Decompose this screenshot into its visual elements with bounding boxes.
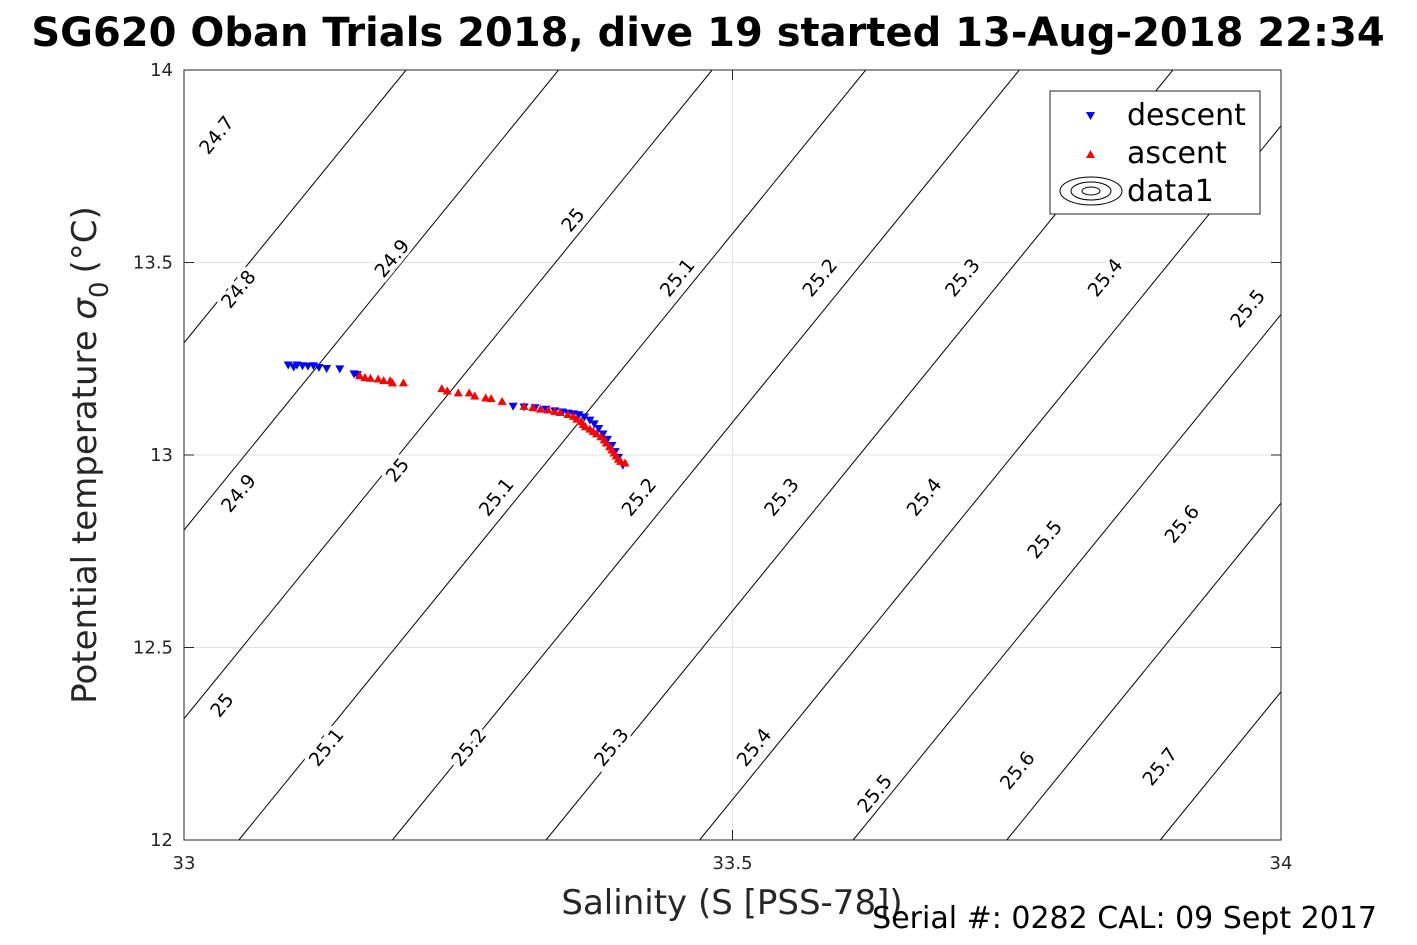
ascent-marker	[442, 386, 452, 395]
ascent-marker	[373, 374, 383, 383]
ascent-marker	[486, 394, 496, 403]
legend-ascent-marker	[1086, 150, 1095, 158]
x-tick-label: 33.5	[712, 853, 752, 874]
ascent-marker	[453, 388, 463, 397]
ascent-marker	[543, 405, 553, 414]
ascent-marker	[572, 414, 582, 423]
data-markers	[283, 361, 630, 470]
y-tick-label: 12	[150, 830, 173, 851]
legend-ascent-label: ascent	[1127, 136, 1227, 171]
x-axis-label: Salinity (S [PSS-78])	[561, 883, 902, 923]
legend-descent-marker	[1086, 112, 1095, 120]
ascent-marker	[555, 408, 565, 417]
ascent-marker	[355, 371, 365, 380]
ascent-marker	[620, 458, 630, 467]
ascent-marker	[464, 388, 474, 397]
legend-data1-label: data1	[1127, 174, 1214, 209]
contour-line	[1314, 70, 1417, 840]
ascent-marker	[437, 384, 447, 393]
descent-marker	[589, 420, 599, 429]
y-axis-label-unit: (°C)	[65, 206, 105, 273]
descent-marker	[579, 413, 589, 422]
x-tick-label: 34	[1270, 853, 1293, 874]
contour-line	[1159, 690, 1281, 840]
ascent-marker	[563, 409, 573, 418]
contour-line	[184, 70, 713, 720]
legend-contour-icon	[1059, 176, 1123, 206]
x-axis-ticks: 33 33.5 34	[173, 70, 1293, 874]
contour-line	[392, 70, 1020, 840]
ascent-marker	[528, 403, 538, 412]
legend-descent-label: descent	[1127, 98, 1246, 133]
y-tick-label: 14	[150, 60, 173, 81]
y-axis-label-subscript: 0	[85, 281, 115, 298]
y-axis-ticks: 12 12.5 13 13.5 14	[133, 60, 1281, 851]
descent-marker	[508, 402, 518, 411]
descent-marker	[322, 364, 332, 373]
legend: descent ascent data1	[1049, 90, 1261, 215]
contour-line	[184, 70, 559, 531]
descent-marker	[574, 411, 584, 420]
ascent-marker	[536, 404, 546, 413]
ascent-marker	[387, 378, 397, 387]
y-axis-label-text: Potential temperature	[65, 330, 105, 703]
chart-title: SG620 Oban Trials 2018, dive 19 started …	[31, 10, 1384, 56]
ascent-marker	[365, 373, 375, 382]
ascent-marker	[398, 378, 408, 387]
ascent-marker	[379, 376, 389, 385]
y-axis-label: Potential temperature σ0 (°C)	[65, 206, 115, 704]
y-tick-label: 12.5	[133, 638, 173, 659]
serial-cal-footer: Serial #: 0282 CAL: 09 Sept 2017	[872, 901, 1377, 936]
y-tick-label: 13	[150, 445, 173, 466]
y-axis-label-symbol: σ	[65, 297, 105, 320]
descent-marker	[314, 363, 324, 372]
ascent-marker	[550, 406, 560, 415]
descent-marker	[594, 425, 604, 434]
ascent-marker	[470, 391, 480, 400]
ascent-marker	[360, 373, 370, 381]
ascent-marker	[481, 393, 491, 402]
ascent-marker	[497, 396, 507, 405]
contour-line	[1006, 502, 1281, 840]
ascent-marker	[581, 422, 591, 431]
descent-marker	[335, 365, 345, 374]
ascent-marker	[591, 429, 601, 438]
x-tick-label: 33	[173, 853, 196, 874]
contour-line	[852, 313, 1281, 840]
y-tick-label: 13.5	[133, 253, 173, 274]
contour-line	[184, 70, 407, 344]
descent-marker	[303, 362, 313, 371]
density-contours	[184, 70, 1417, 840]
ascent-marker	[519, 401, 529, 410]
contour-line	[238, 70, 867, 840]
